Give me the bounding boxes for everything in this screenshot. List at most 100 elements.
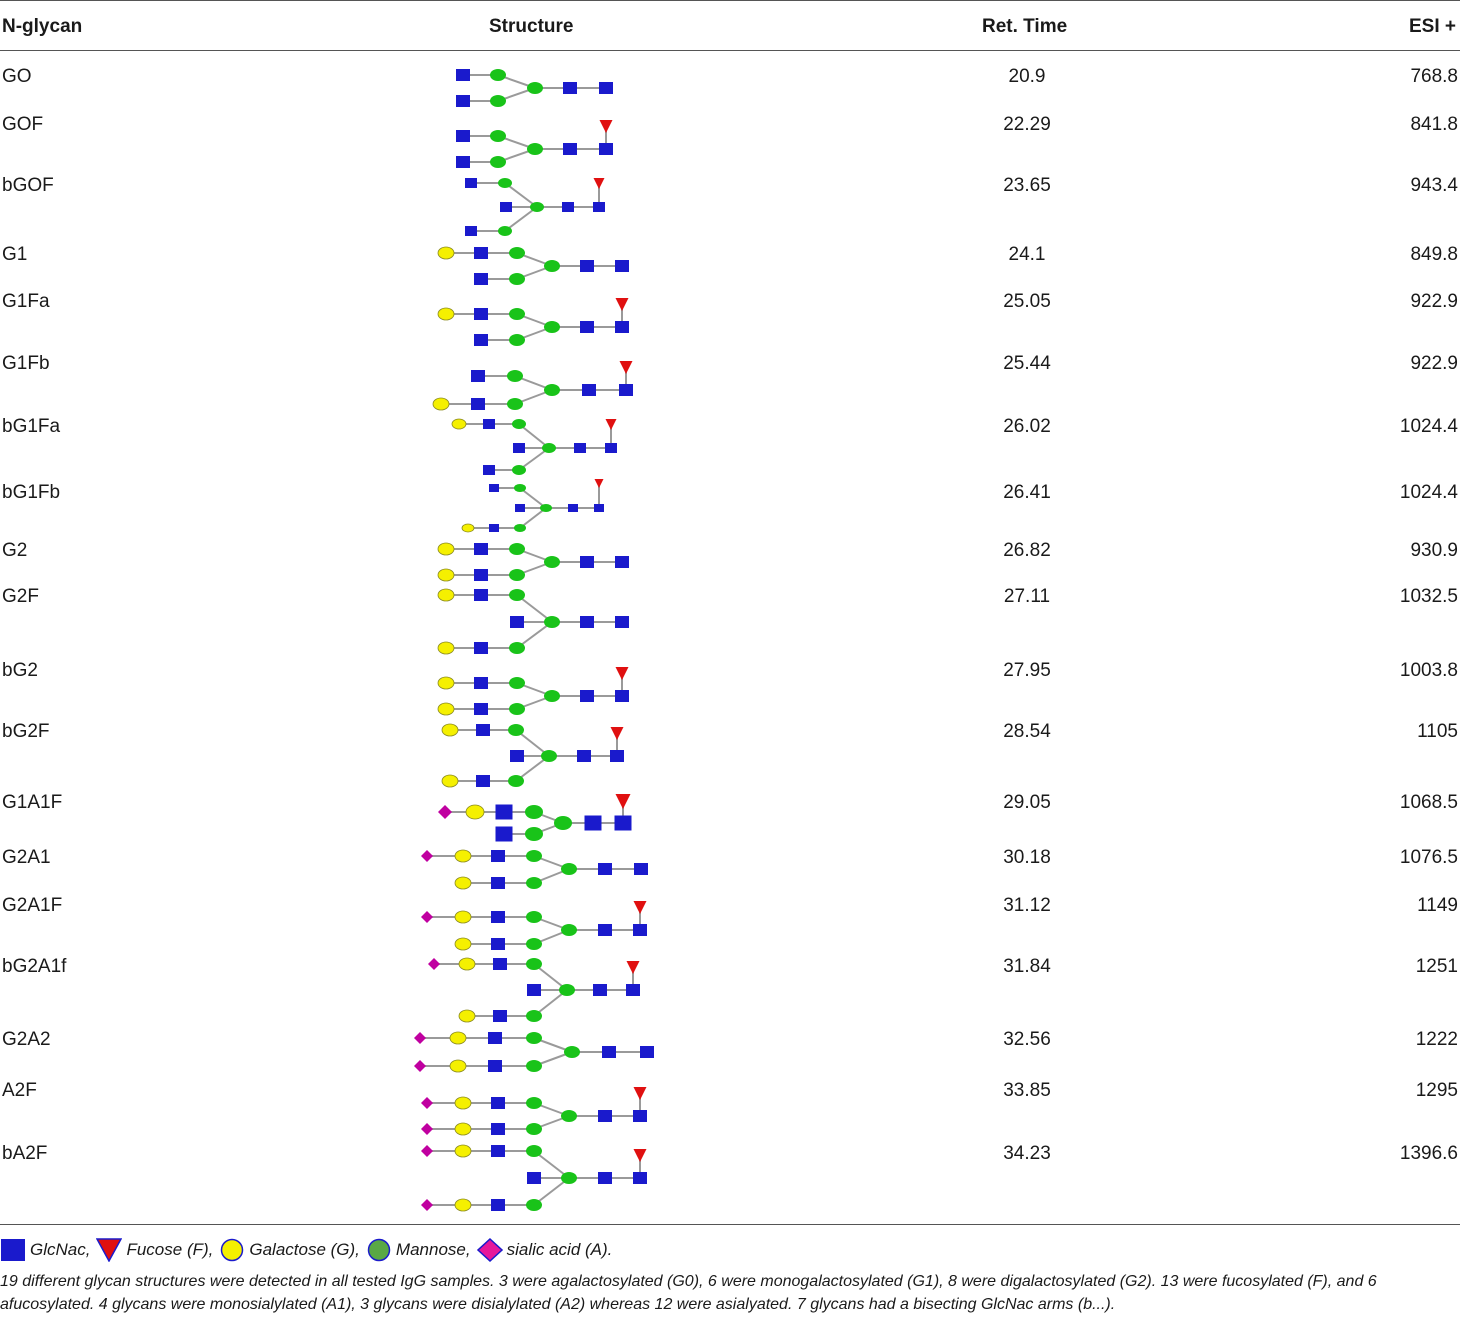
sialic-diamond-icon bbox=[421, 850, 433, 862]
glycan-bond bbox=[504, 182, 538, 208]
glcnac-square-icon bbox=[580, 260, 594, 272]
glcnac-square-icon bbox=[634, 863, 648, 875]
mannose-circle-icon bbox=[490, 156, 506, 168]
legend-mannose: Mannose, bbox=[366, 1238, 471, 1262]
galactose-circle-icon bbox=[437, 307, 455, 321]
glcnac-square-icon bbox=[1, 1239, 25, 1261]
galactose-circle-icon bbox=[454, 937, 472, 951]
mannose-circle-icon bbox=[509, 569, 525, 581]
fucose-triangle-icon bbox=[615, 794, 631, 809]
glcnac-square-icon bbox=[471, 370, 485, 382]
glcnac-square-icon bbox=[593, 984, 607, 996]
mannose-circle-icon bbox=[507, 370, 523, 382]
glcnac-square-icon bbox=[491, 911, 505, 923]
glcnac-square-icon bbox=[456, 95, 470, 107]
row-name: G2F bbox=[2, 586, 39, 607]
glcnac-square-icon bbox=[562, 202, 574, 212]
legend-glcnac-label: GlcNac, bbox=[30, 1240, 91, 1259]
glcnac-square-icon bbox=[580, 321, 594, 333]
glcnac-square-icon bbox=[493, 1010, 507, 1022]
glcnac-square-icon bbox=[491, 938, 505, 950]
legend-galactose-label: Galactose (G), bbox=[249, 1240, 360, 1259]
glcnac-square-icon bbox=[584, 815, 602, 831]
glycan-bond bbox=[518, 423, 550, 449]
mannose-circle-icon bbox=[509, 334, 525, 346]
legend-fucose: Fucose (F), bbox=[96, 1238, 213, 1262]
glcnac-square-icon bbox=[582, 384, 596, 396]
galactose-circle-icon bbox=[465, 804, 485, 820]
mannose-circle-icon bbox=[509, 247, 525, 259]
glcnac-square-icon bbox=[615, 616, 629, 628]
mannose-circle-icon bbox=[526, 1123, 542, 1135]
row-name: G1A1F bbox=[2, 792, 63, 813]
sialic-diamond-icon bbox=[421, 1097, 433, 1109]
sialic-diamond-icon bbox=[428, 958, 440, 970]
row-esi: 1251 bbox=[1415, 956, 1458, 977]
mannose-circle-icon bbox=[544, 384, 560, 396]
mannose-circle-icon bbox=[544, 690, 560, 702]
mannose-circle-icon bbox=[509, 589, 525, 601]
row-rt: 28.54 bbox=[1003, 721, 1051, 742]
mannose-circle-icon bbox=[509, 703, 525, 715]
glcnac-square-icon bbox=[476, 724, 490, 736]
glcnac-square-icon bbox=[474, 543, 488, 555]
header-esi: ESI + bbox=[1409, 16, 1456, 37]
row-rt: 25.05 bbox=[1003, 291, 1051, 312]
sialic-diamond-icon bbox=[414, 1060, 426, 1072]
row-rt: 32.56 bbox=[1003, 1029, 1051, 1050]
mannose-circle-icon bbox=[544, 616, 560, 628]
glcnac-square-icon bbox=[619, 384, 633, 396]
sialic-diamond-icon bbox=[421, 1145, 433, 1157]
mannose-circle-icon bbox=[509, 642, 525, 654]
row-rt: 27.95 bbox=[1003, 660, 1051, 681]
mannose-circle-icon bbox=[514, 484, 526, 492]
row-rt: 20.9 bbox=[1008, 66, 1046, 87]
galactose-circle-icon bbox=[432, 397, 450, 411]
row-rt: 34.23 bbox=[1003, 1143, 1051, 1164]
galactose-circle-icon bbox=[458, 1009, 476, 1023]
row-esi: 1149 bbox=[1417, 895, 1458, 916]
mannose-circle-icon bbox=[561, 863, 577, 875]
fucose-triangle-icon bbox=[593, 178, 605, 189]
mannose-circle-icon bbox=[527, 143, 543, 155]
galactose-circle-icon bbox=[449, 1059, 467, 1073]
row-name: G2A2 bbox=[2, 1029, 51, 1050]
galactose-circle-icon bbox=[437, 702, 455, 716]
fucose-triangle-icon bbox=[615, 298, 629, 311]
glcnac-square-icon bbox=[527, 984, 541, 996]
glycan-bond bbox=[533, 1177, 570, 1206]
galactose-circle-icon bbox=[437, 676, 455, 690]
galactose-circle-icon bbox=[454, 1198, 472, 1212]
legend-sialic: sialic acid (A). bbox=[476, 1238, 612, 1262]
row-esi: 849.8 bbox=[1410, 244, 1458, 265]
mannose-circle-icon bbox=[509, 273, 525, 285]
sialic-diamond-icon bbox=[421, 1123, 433, 1135]
mannose-circle-icon bbox=[526, 911, 542, 923]
glcnac-square-icon bbox=[489, 484, 499, 492]
top-rule bbox=[0, 0, 1460, 1]
mannose-circle-icon bbox=[526, 1097, 542, 1109]
glcnac-square-icon bbox=[626, 984, 640, 996]
mannose-circle-icon bbox=[525, 805, 543, 819]
glycan-bond bbox=[519, 507, 547, 529]
glcnac-square-icon bbox=[488, 1032, 502, 1044]
mannose-circle-icon bbox=[526, 938, 542, 950]
glcnac-square-icon bbox=[633, 924, 647, 936]
row-rt: 33.85 bbox=[1003, 1080, 1051, 1101]
mannose-circle-icon bbox=[525, 827, 543, 841]
row-name: A2F bbox=[2, 1080, 37, 1101]
mannose-circle-icon bbox=[367, 1238, 391, 1262]
mannose-circle-icon bbox=[527, 82, 543, 94]
glcnac-square-icon bbox=[580, 556, 594, 568]
footnote: 19 different glycan structures were dete… bbox=[0, 1273, 1377, 1313]
mannose-circle-icon bbox=[544, 556, 560, 568]
galactose-circle-icon bbox=[454, 910, 472, 924]
glcnac-square-icon bbox=[474, 703, 488, 715]
row-name: G1Fb bbox=[2, 353, 50, 374]
sialic-diamond-icon bbox=[476, 1238, 503, 1262]
glcnac-square-icon bbox=[483, 465, 495, 475]
glcnac-square-icon bbox=[493, 958, 507, 970]
mannose-circle-icon bbox=[526, 1145, 542, 1157]
galactose-circle-icon bbox=[458, 957, 476, 971]
mannose-circle-icon bbox=[507, 398, 523, 410]
